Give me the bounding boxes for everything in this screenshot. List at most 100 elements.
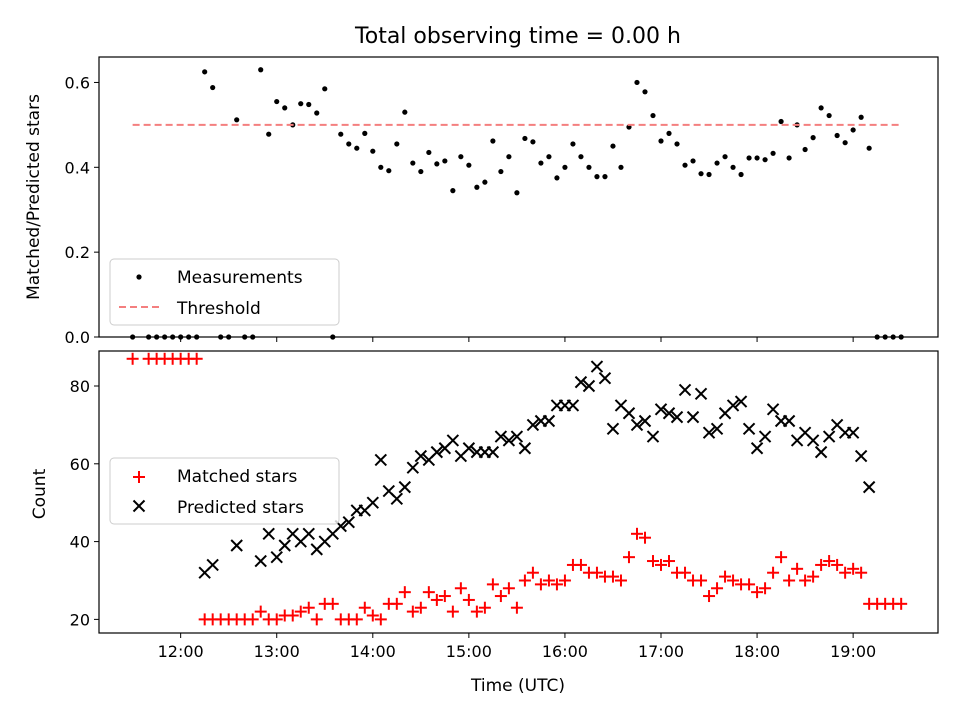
- x-tick-label: 15:00: [446, 642, 492, 661]
- matched-stars-point: [422, 586, 435, 599]
- predicted-stars-point: [526, 418, 540, 432]
- matched-stars-point: [815, 558, 828, 571]
- matched-stars-point: [534, 578, 547, 591]
- measurements-point: [370, 148, 376, 154]
- measurements-point: [770, 150, 776, 156]
- matched-stars-point: [574, 558, 587, 571]
- predicted-stars-point: [518, 442, 532, 455]
- predicted-stars-point: [278, 539, 291, 552]
- measurements-point: [210, 84, 216, 91]
- measurements-point: [442, 158, 448, 164]
- matched-stars-point: [270, 613, 283, 626]
- matched-stars-point: [510, 601, 523, 614]
- measurements-point: [378, 164, 384, 170]
- measurements-point: [586, 164, 592, 170]
- predicted-stars-point: [854, 449, 868, 463]
- measurements-point: [618, 164, 624, 170]
- matched-stars-point: [630, 527, 643, 540]
- matched-stars-point: [126, 352, 139, 365]
- matched-stars-point: [606, 570, 619, 583]
- y-tick-label: 80: [70, 377, 90, 396]
- matched-stars-point: [759, 582, 772, 595]
- measurements-point: [722, 154, 728, 160]
- legend-label-matched-stars: Matched stars: [177, 467, 297, 487]
- matched-stars-point: [526, 566, 539, 579]
- measurements-point: [434, 161, 440, 167]
- predicted-stars-point: [342, 515, 355, 529]
- measurements-point: [714, 160, 720, 166]
- matched-stars-point: [855, 566, 868, 579]
- measurements-point: [402, 109, 408, 115]
- legend-marker-measurements: [136, 274, 142, 280]
- measurements-point: [634, 79, 640, 86]
- matched-stars-point: [590, 566, 603, 579]
- measurements-point: [234, 117, 240, 123]
- measurements-point: [458, 154, 464, 160]
- predicted-stars-point: [446, 434, 460, 447]
- matched-stars-point: [679, 566, 692, 579]
- predicted-stars-point: [646, 430, 660, 443]
- predicted-stars-point: [606, 422, 620, 436]
- predicted-stars-point: [806, 434, 820, 447]
- predicted-stars-point: [582, 379, 596, 393]
- predicted-stars-point: [782, 414, 796, 428]
- measurements-point: [546, 154, 552, 160]
- matched-stars-point: [358, 601, 371, 614]
- top-x-ticks: [180, 337, 854, 342]
- matched-stars-point: [190, 352, 203, 365]
- top-legend: Measurements Threshold: [109, 258, 340, 326]
- matched-stars-point: [478, 601, 491, 614]
- measurements-point: [298, 101, 304, 107]
- measurements-point: [450, 188, 456, 194]
- matched-stars-point: [895, 597, 908, 610]
- matched-stars-point: [847, 562, 860, 575]
- y-tick-label: 0.0: [65, 328, 90, 347]
- top-y-ticks: 0.0 0.2 0.4 0.6: [65, 73, 99, 347]
- y-tick-label: 0.2: [65, 243, 90, 262]
- matched-stars-point: [558, 574, 571, 587]
- predicted-stars-point: [710, 422, 724, 436]
- matched-stars-point: [246, 613, 259, 626]
- legend-label-threshold: Threshold: [176, 299, 261, 319]
- matched-stars-point: [655, 558, 668, 571]
- predicted-stars-point: [374, 453, 388, 467]
- measurements-point: [642, 89, 648, 95]
- measurements-point: [594, 174, 600, 180]
- measurements-point: [466, 162, 472, 168]
- measurements-point: [530, 139, 536, 145]
- measurements-point: [522, 135, 528, 142]
- measurements-point: [858, 114, 864, 120]
- matched-stars-point: [727, 574, 740, 587]
- measurements-point: [202, 69, 208, 75]
- matched-stars-point: [775, 551, 788, 564]
- predicted-stars-point: [502, 434, 516, 447]
- measurements-point: [410, 160, 416, 166]
- matched-stars-point: [438, 590, 451, 603]
- predicted-stars-point: [566, 399, 580, 412]
- predicted-stars-point: [742, 422, 756, 436]
- y-tick-label: 20: [70, 610, 90, 629]
- matched-stars-point: [294, 605, 307, 618]
- measurements-point: [426, 149, 432, 156]
- predicted-stars-point: [654, 403, 668, 416]
- top-axes-frame: [98, 56, 939, 338]
- matched-stars-point: [646, 555, 659, 568]
- y-tick-label: 0.6: [65, 73, 90, 92]
- legend-label-measurements: Measurements: [177, 268, 303, 288]
- predicted-stars-point: [846, 426, 860, 439]
- x-tick-label: 12:00: [158, 642, 204, 661]
- predicted-stars-point: [510, 430, 524, 443]
- measurements-point: [554, 175, 560, 181]
- matched-stars-point: [454, 582, 467, 595]
- matched-stars-point: [374, 613, 387, 626]
- predicted-stars-point: [702, 426, 716, 439]
- predicted-stars-point: [230, 539, 243, 552]
- matched-stars-point: [783, 574, 796, 587]
- matched-stars-point: [414, 601, 427, 614]
- measurements-point: [394, 141, 400, 147]
- bottom-legend: Matched stars Predicted stars: [109, 457, 340, 525]
- measurements-point: [866, 145, 872, 151]
- predicted-stars-point: [758, 430, 772, 443]
- measurements-point: [602, 174, 608, 180]
